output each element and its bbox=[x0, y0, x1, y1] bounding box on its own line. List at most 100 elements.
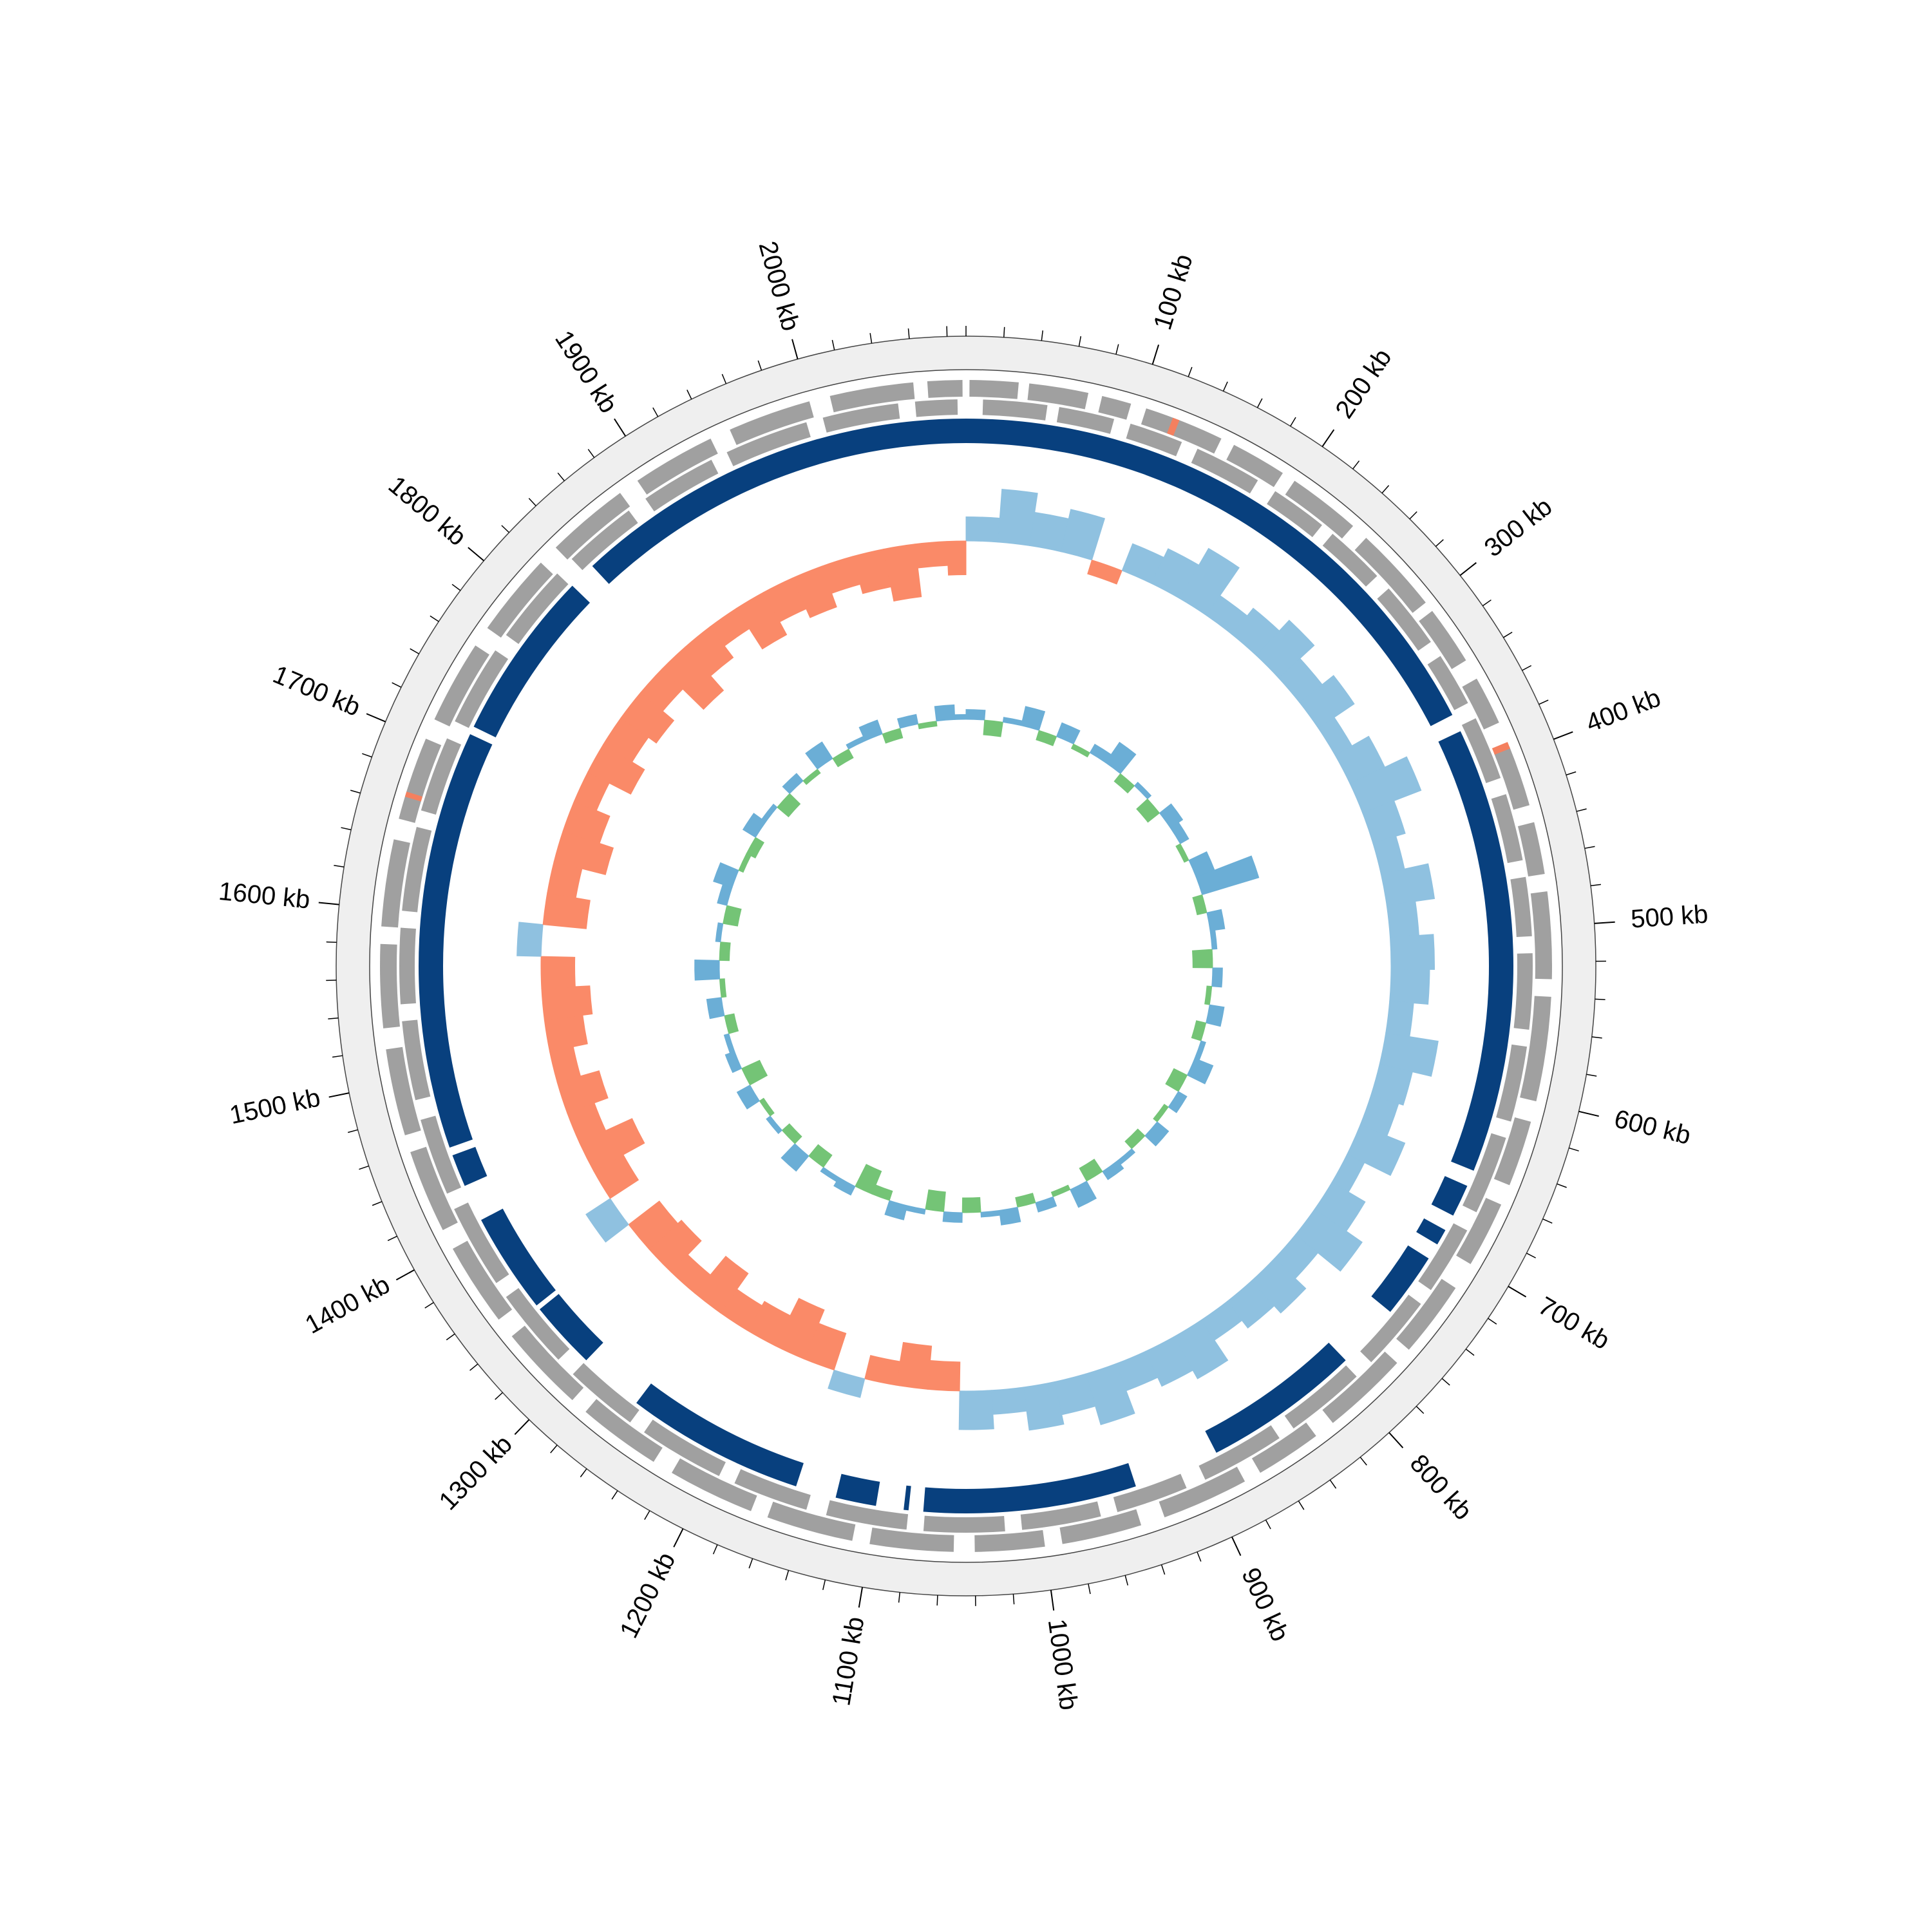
gc-content-bar bbox=[965, 709, 986, 721]
minor-tick bbox=[1298, 1501, 1305, 1510]
region bbox=[904, 1485, 911, 1511]
minor-tick bbox=[1488, 1318, 1497, 1325]
minor-tick bbox=[1088, 1584, 1091, 1595]
minor-tick bbox=[550, 1444, 558, 1454]
feature bbox=[1285, 480, 1354, 539]
feature bbox=[402, 826, 432, 913]
region bbox=[452, 1146, 488, 1186]
gc-skew-bar bbox=[735, 591, 788, 650]
minor-tick bbox=[1522, 665, 1532, 671]
major-tick bbox=[1553, 731, 1573, 740]
gc-content-bar bbox=[832, 748, 854, 768]
gc-content-bar bbox=[1206, 909, 1226, 932]
minor-tick bbox=[1465, 1349, 1475, 1356]
gc-skew-bar bbox=[542, 892, 591, 929]
region bbox=[923, 1463, 1136, 1513]
feature bbox=[555, 493, 630, 560]
minor-tick bbox=[1526, 1253, 1536, 1258]
minor-tick bbox=[359, 1165, 369, 1170]
minor-tick bbox=[898, 1592, 901, 1603]
feature bbox=[734, 1469, 811, 1510]
minor-tick bbox=[611, 1490, 618, 1500]
minor-tick bbox=[1197, 1551, 1202, 1562]
major-tick bbox=[614, 418, 627, 437]
minor-tick bbox=[1041, 330, 1043, 341]
feature bbox=[645, 459, 719, 512]
gc-content-bar bbox=[918, 721, 938, 730]
minor-tick bbox=[1539, 699, 1549, 705]
feature bbox=[506, 573, 569, 644]
minor-tick bbox=[1576, 808, 1587, 812]
gc-skew-bar bbox=[661, 646, 724, 710]
minor-tick bbox=[831, 339, 835, 350]
minor-tick bbox=[907, 328, 910, 339]
feature bbox=[1492, 742, 1510, 755]
minor-tick bbox=[652, 407, 659, 417]
major-tick bbox=[1231, 1537, 1242, 1556]
gc-content-bar bbox=[1204, 985, 1213, 1005]
minor-tick bbox=[1542, 1218, 1553, 1224]
major-tick bbox=[468, 547, 484, 562]
feature bbox=[1396, 1278, 1456, 1350]
minor-tick bbox=[446, 1333, 455, 1341]
gc-skew-bar bbox=[694, 1255, 749, 1314]
minor-tick bbox=[1160, 1564, 1166, 1575]
feature bbox=[454, 1202, 509, 1283]
gc-skew-bar bbox=[864, 1354, 901, 1386]
minor-tick bbox=[410, 648, 419, 654]
gc-content-bar bbox=[954, 714, 967, 720]
minor-tick bbox=[495, 1392, 503, 1400]
major-tick bbox=[858, 1587, 864, 1608]
feature bbox=[730, 401, 814, 445]
region bbox=[419, 734, 493, 1148]
region bbox=[592, 419, 966, 584]
feature bbox=[1354, 538, 1426, 613]
minor-tick bbox=[392, 682, 402, 688]
minor-tick bbox=[936, 1595, 938, 1606]
gc-content-bar bbox=[999, 1206, 1021, 1226]
feature bbox=[1322, 1351, 1397, 1423]
minor-tick bbox=[1409, 511, 1417, 520]
region bbox=[481, 1208, 556, 1306]
gc-content-bar bbox=[808, 1144, 833, 1168]
feature bbox=[571, 510, 638, 571]
gc-content-bar bbox=[934, 704, 956, 722]
region bbox=[539, 1294, 603, 1361]
gc-content-bar bbox=[719, 978, 727, 998]
gc-content-bar bbox=[759, 1097, 775, 1117]
feature bbox=[1191, 448, 1258, 494]
gc-skew-bar bbox=[791, 565, 837, 618]
major-tick bbox=[1050, 1589, 1055, 1611]
feature bbox=[452, 1240, 513, 1320]
feature bbox=[1056, 407, 1115, 434]
gc-skew-bar bbox=[1386, 901, 1419, 938]
feature bbox=[1427, 656, 1468, 710]
gc-skew-bar bbox=[774, 1298, 825, 1359]
minor-tick bbox=[424, 1302, 434, 1309]
gc-skew-bar bbox=[516, 922, 544, 957]
feature bbox=[1020, 1501, 1101, 1530]
major-tick bbox=[673, 1528, 684, 1548]
minor-tick bbox=[1590, 884, 1601, 887]
feature bbox=[1493, 1117, 1531, 1186]
gc-content-bar bbox=[1153, 1103, 1169, 1122]
major-tick bbox=[366, 713, 386, 723]
gc-skew-bar bbox=[946, 540, 967, 576]
feature bbox=[1462, 1133, 1506, 1213]
minor-tick bbox=[1265, 1519, 1271, 1530]
gc-skew-bar bbox=[578, 1118, 645, 1172]
feature bbox=[1059, 1509, 1142, 1544]
minor-tick bbox=[687, 390, 692, 400]
minor-tick bbox=[362, 753, 372, 758]
feature bbox=[1226, 444, 1283, 488]
gc-skew-bar bbox=[991, 1387, 1027, 1415]
region bbox=[1438, 731, 1514, 1171]
minor-tick bbox=[1566, 771, 1577, 776]
feature bbox=[380, 943, 401, 1028]
minor-tick bbox=[644, 1510, 650, 1520]
minor-tick bbox=[587, 449, 595, 458]
feature bbox=[1510, 876, 1532, 937]
feature bbox=[767, 1501, 856, 1541]
feature bbox=[829, 382, 915, 413]
